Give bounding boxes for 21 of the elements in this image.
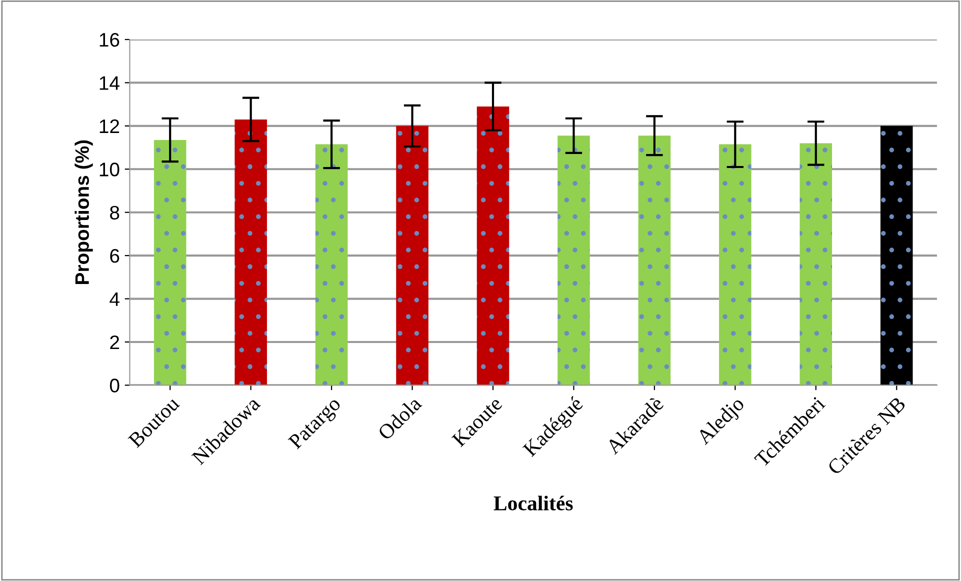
y-tick-label: 12: [100, 119, 120, 133]
y-tick-label: 14: [100, 76, 120, 90]
bar: [315, 144, 348, 386]
bar: [154, 140, 186, 386]
bar: [558, 136, 590, 386]
bar: [476, 106, 510, 386]
bar: [880, 126, 913, 386]
y-tick-label: 10: [100, 162, 120, 176]
bar: [234, 119, 267, 386]
bar: [800, 143, 832, 386]
y-tick-label: 0: [110, 378, 120, 392]
y-tick-label: 4: [110, 292, 120, 306]
bar: [719, 144, 752, 386]
bar: [638, 136, 671, 386]
y-tick-label: 16: [100, 32, 120, 47]
x-axis-title: Localités: [494, 496, 573, 510]
y-axis-title: Proportions (%): [74, 140, 93, 284]
y-tick-label: 6: [110, 249, 120, 263]
y-tick-label: 8: [110, 206, 120, 220]
bar: [396, 126, 428, 386]
y-tick-label: 2: [110, 335, 120, 350]
